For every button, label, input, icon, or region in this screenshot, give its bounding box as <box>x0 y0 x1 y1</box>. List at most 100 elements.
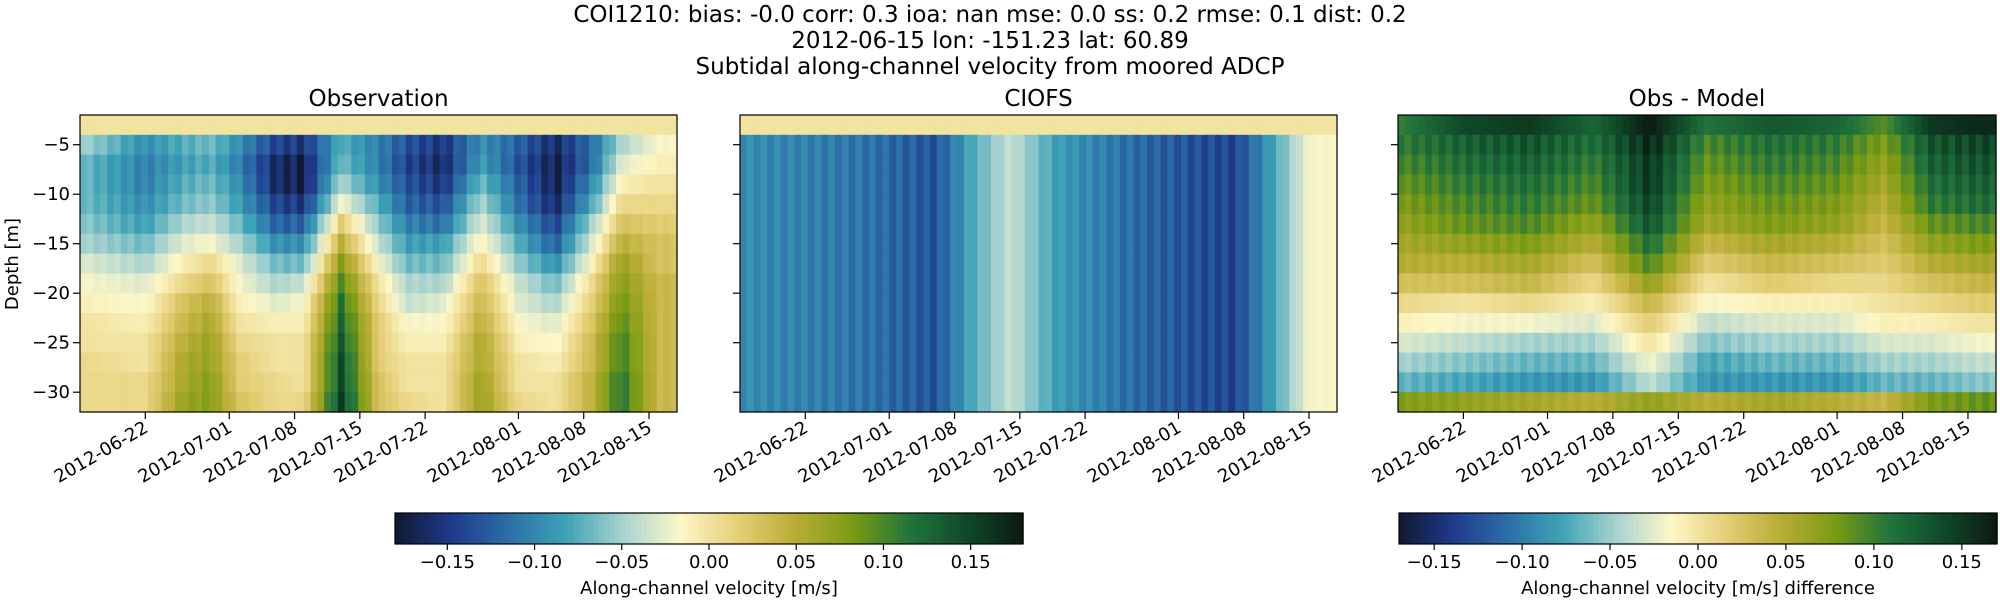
heatmap-cell <box>1819 313 1827 334</box>
heatmap-cell <box>1948 154 1956 175</box>
heatmap-cell <box>1479 392 1487 413</box>
heatmap-cell <box>1208 392 1216 413</box>
heatmap-cell <box>773 372 782 393</box>
heatmap-cell <box>834 352 843 373</box>
heatmap-cell <box>1866 233 1875 255</box>
heatmap-cell <box>1656 115 1664 136</box>
heatmap-cell <box>1316 313 1325 334</box>
heatmap-cell <box>821 134 829 156</box>
heatmap-cell <box>1499 233 1508 255</box>
heatmap-cell <box>916 293 924 314</box>
heatmap-cell <box>181 214 190 235</box>
heatmap-cell <box>1819 253 1827 274</box>
heatmap-cell <box>1038 194 1046 215</box>
heatmap-cell <box>1187 154 1196 175</box>
heatmap-cell <box>174 214 183 235</box>
heatmap-cell <box>174 194 183 215</box>
heatmap-cell <box>1710 214 1718 235</box>
heatmap-cell <box>1445 392 1453 413</box>
heatmap-cell <box>1894 293 1902 314</box>
heatmap-cell <box>1826 115 1834 136</box>
heatmap-cell <box>487 154 495 175</box>
heatmap-cell <box>1052 174 1060 195</box>
heatmap-cell <box>358 332 366 354</box>
heatmap-cell <box>1717 293 1725 314</box>
heatmap-cell <box>1404 253 1413 274</box>
heatmap-cell <box>1982 352 1990 373</box>
heatmap-cell <box>1472 293 1481 314</box>
heatmap-cell <box>1201 134 1209 156</box>
heatmap-cell <box>1235 293 1243 314</box>
heatmap-cell <box>760 392 768 413</box>
colorbar-segment <box>504 513 511 544</box>
heatmap-cell <box>1778 293 1786 314</box>
heatmap-cell <box>760 134 768 156</box>
heatmap-cell <box>1133 332 1141 354</box>
heatmap-cell <box>602 154 610 175</box>
heatmap-cell <box>1452 134 1460 156</box>
heatmap-cell <box>113 134 122 156</box>
heatmap-cell <box>1758 313 1766 334</box>
heatmap-cell <box>222 332 230 354</box>
heatmap-cell <box>113 273 122 294</box>
heatmap-cell <box>141 392 149 413</box>
heatmap-cell <box>882 392 890 413</box>
heatmap-cell <box>1819 293 1827 314</box>
heatmap-cell <box>432 392 441 413</box>
heatmap-cell <box>1561 352 1569 373</box>
heatmap-cell <box>1764 115 1773 136</box>
heatmap-cell <box>814 233 823 255</box>
heatmap-cell <box>977 313 985 334</box>
heatmap-cell <box>1065 194 1074 215</box>
colorbar-segment <box>426 513 433 544</box>
heatmap-cell <box>595 293 603 314</box>
heatmap-cell <box>1031 313 1040 334</box>
heatmap-cell <box>141 233 149 255</box>
colorbar-segment <box>609 513 616 544</box>
heatmap-cell <box>1058 253 1067 274</box>
heatmap-cell <box>1819 115 1827 136</box>
heatmap-cell <box>568 115 576 136</box>
heatmap-cell <box>1574 332 1583 354</box>
colorbar-segment <box>604 513 611 544</box>
colorbar-segment <box>1533 513 1540 544</box>
heatmap-cell <box>1649 352 1657 373</box>
heatmap-cell <box>1622 352 1630 373</box>
heatmap-cell <box>1323 273 1331 294</box>
heatmap-cell <box>814 214 823 235</box>
heatmap-cell <box>950 273 958 294</box>
heatmap-cell <box>1928 372 1936 393</box>
heatmap-cell <box>1771 313 1780 334</box>
colorbar-1: −0.15 −0.10 −0.05 0.00 0.05 0.10 0.15Along-cha… <box>394 512 1024 599</box>
heatmap-cell <box>1717 273 1725 294</box>
heatmap-cell <box>896 214 904 235</box>
heatmap-cell <box>1805 352 1814 373</box>
heatmap-cell <box>331 134 339 156</box>
heatmap-cell <box>100 313 108 334</box>
heatmap-cell <box>821 154 829 175</box>
heatmap-cell <box>1703 194 1712 215</box>
heatmap-cell <box>1418 293 1426 314</box>
heatmap-cell <box>317 174 325 195</box>
heatmap-cell <box>107 313 115 334</box>
heatmap-cell <box>487 194 495 215</box>
heatmap-cell <box>1744 194 1752 215</box>
heatmap-cell <box>1785 134 1793 156</box>
heatmap-cell <box>760 233 768 255</box>
heatmap-cell <box>760 293 768 314</box>
heatmap-cell <box>916 134 924 156</box>
heatmap-cell <box>1703 293 1712 314</box>
colorbar-tick-label: −0.15 <box>1407 552 1462 573</box>
heatmap-cell <box>1296 115 1304 136</box>
heatmap-cell <box>290 273 298 294</box>
heatmap-cell <box>1948 174 1956 195</box>
heatmap-cell <box>419 352 427 373</box>
heatmap-cell <box>1615 174 1623 195</box>
heatmap-cell <box>1167 233 1175 255</box>
heatmap-cell <box>1737 233 1746 255</box>
heatmap-cell <box>977 154 985 175</box>
heatmap-cell <box>636 392 644 413</box>
heatmap-cell <box>1126 214 1135 235</box>
heatmap-cell <box>760 332 768 354</box>
heatmap-cell <box>1608 154 1617 175</box>
